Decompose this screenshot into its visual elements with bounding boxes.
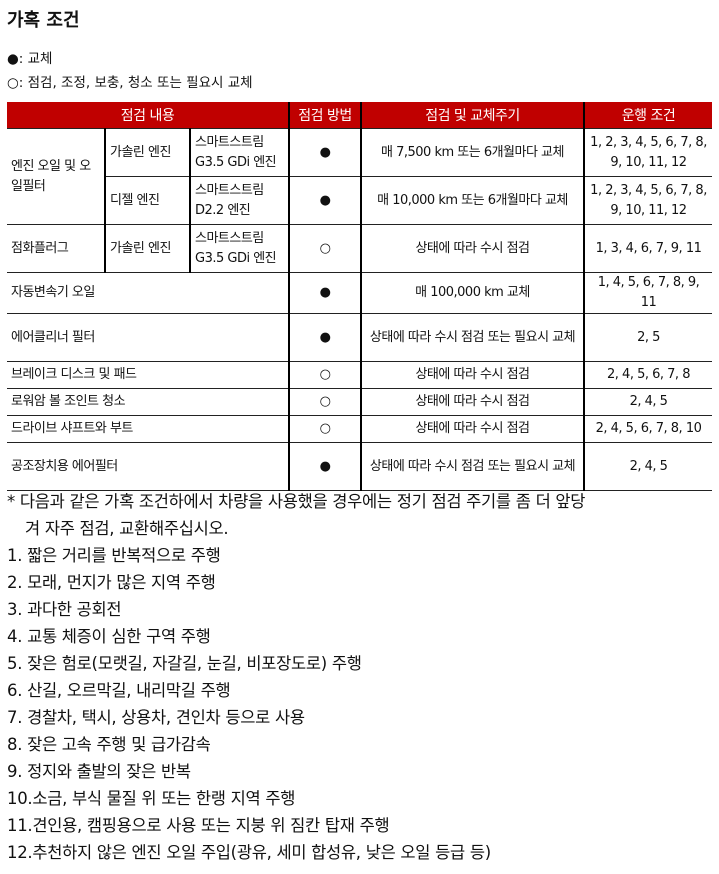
header-method: 점검 방법 — [288, 102, 361, 129]
note-item: 11.견인용, 캠핑용으로 사용 또는 지붕 위 짐칸 탑재 주행 — [7, 816, 390, 835]
row-condition: 1, 2, 3, 4, 5, 6, 7, 8, 9, 10, 11, 12 — [583, 128, 712, 177]
notes-intro-cont: 겨 자주 점검, 교환해주십시오. — [25, 519, 229, 538]
table-row: 로워암 볼 조인트 청소 ○ 상태에 따라 수시 점검 2, 4, 5 — [7, 388, 712, 416]
table-row: 디젤 엔진 스마트스트림 D2.2 엔진 ● 매 10,000 km 또는 6개… — [7, 176, 712, 225]
legend-filled: ●: 교체 — [7, 51, 53, 67]
note-item: 2. 모래, 먼지가 많은 지역 주행 — [7, 573, 216, 592]
row-sub: 가솔린 엔진 — [104, 128, 190, 177]
row-item: 엔진 오일 및 오일필터 — [7, 128, 105, 225]
row-sub: 디젤 엔진 — [104, 176, 190, 225]
row-cycle: 상태에 따라 수시 점검 — [360, 361, 584, 389]
empty-circle-icon: ○ — [288, 388, 361, 416]
row-condition: 1, 2, 3, 4, 5, 6, 7, 8, 9, 10, 11, 12 — [583, 176, 712, 225]
note-item: 10.소금, 부식 물질 위 또는 한랭 지역 주행 — [7, 789, 296, 808]
row-cycle: 상태에 따라 수시 점검 — [360, 224, 584, 273]
row-condition: 1, 3, 4, 6, 7, 9, 11 — [583, 224, 712, 273]
empty-circle-icon: ○ — [288, 361, 361, 389]
note-item: 3. 과다한 공회전 — [7, 600, 122, 619]
note-item: 4. 교통 체증이 심한 구역 주행 — [7, 627, 211, 646]
row-sub: 가솔린 엔진 — [104, 224, 190, 273]
filled-circle-icon: ● — [288, 272, 361, 314]
maintenance-table: 점검 내용 점검 방법 점검 및 교체주기 운행 조건 엔진 오일 및 오일필터… — [7, 102, 712, 491]
row-condition: 2, 4, 5, 6, 7, 8, 10 — [583, 415, 712, 443]
note-item: 7. 경찰차, 택시, 상용차, 견인차 등으로 사용 — [7, 708, 305, 727]
row-cycle: 상태에 따라 수시 점검 또는 필요시 교체 — [360, 442, 584, 491]
row-item: 자동변속기 오일 — [7, 272, 289, 314]
row-item: 점화플러그 — [7, 224, 105, 273]
table-row: 브레이크 디스크 및 패드 ○ 상태에 따라 수시 점검 2, 4, 5, 6,… — [7, 361, 712, 389]
row-condition: 2, 4, 5, 6, 7, 8 — [583, 361, 712, 389]
row-condition: 1, 4, 5, 6, 7, 8, 9, 11 — [583, 272, 712, 314]
row-condition: 2, 4, 5 — [583, 388, 712, 416]
row-engine: 스마트스트림 G3.5 GDi 엔진 — [189, 224, 289, 273]
notes: * 다음과 같은 가혹 조건하에서 차량을 사용했을 경우에는 정기 점검 주기… — [7, 488, 585, 866]
table-row: 자동변속기 오일 ● 매 100,000 km 교체 1, 4, 5, 6, 7… — [7, 272, 712, 314]
row-cycle: 매 10,000 km 또는 6개월마다 교체 — [360, 176, 584, 225]
note-item: 6. 산길, 오르막길, 내리막길 주행 — [7, 681, 231, 700]
header-cycle: 점검 및 교체주기 — [360, 102, 584, 129]
row-condition: 2, 5 — [583, 313, 712, 362]
table-row: 공조장치용 에어필터 ● 상태에 따라 수시 점검 또는 필요시 교체 2, 4… — [7, 442, 712, 491]
row-item: 브레이크 디스크 및 패드 — [7, 361, 289, 389]
notes-intro: * 다음과 같은 가혹 조건하에서 차량을 사용했을 경우에는 정기 점검 주기… — [7, 492, 586, 511]
row-item: 로워암 볼 조인트 청소 — [7, 388, 289, 416]
table-row: 드라이브 샤프트와 부트 ○ 상태에 따라 수시 점검 2, 4, 5, 6, … — [7, 415, 712, 443]
row-engine: 스마트스트림 G3.5 GDi 엔진 — [189, 128, 289, 177]
empty-circle-icon: ○ — [288, 415, 361, 443]
table-row: 점화플러그 가솔린 엔진 스마트스트림 G3.5 GDi 엔진 ○ 상태에 따라… — [7, 224, 712, 273]
row-cycle: 상태에 따라 수시 점검 — [360, 415, 584, 443]
filled-circle-icon: ● — [288, 442, 361, 491]
row-cycle: 상태에 따라 수시 점검 또는 필요시 교체 — [360, 313, 584, 362]
note-item: 5. 잦은 험로(모랫길, 자갈길, 눈길, 비포장도로) 주행 — [7, 654, 362, 673]
row-cycle: 상태에 따라 수시 점검 — [360, 388, 584, 416]
row-condition: 2, 4, 5 — [583, 442, 712, 491]
row-item: 드라이브 샤프트와 부트 — [7, 415, 289, 443]
note-item: 1. 짧은 거리를 반복적으로 주행 — [7, 546, 221, 565]
header-condition: 운행 조건 — [583, 102, 712, 129]
empty-circle-icon: ○ — [288, 224, 361, 273]
legend-empty: ○: 점검, 조정, 보충, 청소 또는 필요시 교체 — [7, 75, 253, 91]
note-item: 9. 정지와 출발의 잦은 반복 — [7, 762, 191, 781]
header-item: 점검 내용 — [7, 102, 289, 129]
row-item: 에어클리너 필터 — [7, 313, 289, 362]
row-engine: 스마트스트림 D2.2 엔진 — [189, 176, 289, 225]
table-header: 점검 내용 점검 방법 점검 및 교체주기 운행 조건 — [7, 102, 712, 129]
table-row: 에어클리너 필터 ● 상태에 따라 수시 점검 또는 필요시 교체 2, 5 — [7, 313, 712, 362]
filled-circle-icon: ● — [288, 176, 361, 225]
page-title: 가혹 조건 — [7, 10, 80, 31]
note-item: 8. 잦은 고속 주행 및 급가감속 — [7, 735, 211, 754]
table-row: 엔진 오일 및 오일필터 가솔린 엔진 스마트스트림 G3.5 GDi 엔진 ●… — [7, 128, 712, 225]
filled-circle-icon: ● — [288, 313, 361, 362]
filled-circle-icon: ● — [288, 128, 361, 177]
note-item: 12.추천하지 않은 엔진 오일 주입(광유, 세미 합성유, 낮은 오일 등급… — [7, 843, 491, 862]
row-cycle: 매 100,000 km 교체 — [360, 272, 584, 314]
row-item: 공조장치용 에어필터 — [7, 442, 289, 491]
row-cycle: 매 7,500 km 또는 6개월마다 교체 — [360, 128, 584, 177]
